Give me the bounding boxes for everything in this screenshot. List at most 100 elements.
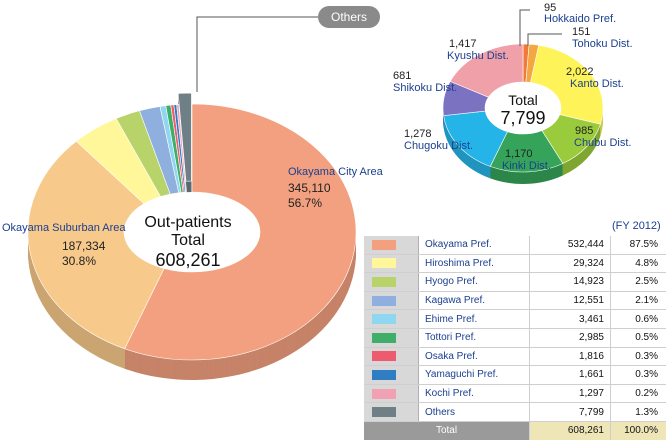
row-name: Hiroshima Pref. (418, 254, 530, 274)
row-pct: 4.8% (610, 254, 666, 274)
chugoku-value: 1,278 (404, 128, 432, 140)
others-center-total: 7,799 (500, 108, 546, 128)
others-leader-line (196, 16, 318, 92)
legend-swatch-cell (364, 365, 419, 385)
row-pct: 87.5% (610, 236, 666, 255)
chubu-name: Chubu Dist. (574, 137, 632, 149)
table-row: Osaka Pref. 1,816 0.3% (364, 347, 666, 367)
suburban-area-pct: 30.8% (62, 254, 97, 268)
table-row: Others 7,799 1.3% (364, 402, 666, 422)
shikoku-value: 681 (393, 70, 412, 82)
row-name: Tottori Pref. (418, 328, 530, 348)
table-row: Kagawa Pref. 12,551 2.1% (364, 291, 666, 311)
row-name: Kochi Pref. (418, 384, 530, 404)
total-pct: 100.0% (610, 421, 666, 440)
leader-lines (196, 9, 562, 92)
table-row: Hiroshima Pref. 29,324 4.8% (364, 254, 666, 274)
legend-swatch-cell (364, 402, 419, 422)
tohoku-leader-line (527, 33, 562, 46)
row-pct: 2.5% (610, 272, 666, 292)
suburban-area-value: 187,334 (62, 239, 106, 253)
table-row: Okayama Pref. 532,444 87.5% (364, 236, 666, 255)
kyushu-value: 1,417 (449, 38, 477, 50)
others-center-label: Total 7,799 (488, 92, 558, 129)
legend-swatch-cell (364, 384, 419, 404)
tohoku-name: Tohoku Dist. (572, 38, 633, 50)
others-donut-chart (442, 43, 604, 185)
main-center-total: 608,261 (155, 250, 221, 270)
donut-hole (124, 192, 260, 272)
legend-swatch (372, 258, 396, 269)
kinki-value: 1,170 (505, 148, 533, 160)
slice-others (177, 92, 192, 182)
row-name: Ehime Pref. (418, 309, 530, 329)
hokkaido-value: 95 (544, 2, 557, 14)
row-pct: 0.6% (610, 309, 666, 329)
row-pct: 2.1% (610, 291, 666, 311)
legend-swatch (372, 295, 396, 306)
suburban-area-name: Okayama Suburban Area (2, 222, 126, 234)
kanto-value: 2,022 (566, 66, 594, 78)
row-pct: 0.5% (610, 328, 666, 348)
legend-swatch-cell (364, 347, 419, 367)
legend-swatch (372, 276, 396, 287)
others-center-title: Total (508, 92, 538, 108)
legend-swatch (372, 332, 396, 343)
kyushu-name: Kyushu Dist. (447, 50, 509, 62)
row-name: Hyogo Pref. (418, 272, 530, 292)
chart-canvas (27, 9, 604, 381)
row-value: 14,923 (529, 272, 611, 292)
row-value: 3,461 (529, 309, 611, 329)
row-pct: 0.3% (610, 347, 666, 367)
city-area-pct: 56.7% (288, 196, 323, 210)
prefecture-table: Okayama Pref. 532,444 87.5% Hiroshima Pref.… (364, 236, 666, 440)
legend-swatch (372, 407, 396, 418)
legend-swatch-cell (364, 291, 419, 311)
row-value: 2,985 (529, 328, 611, 348)
row-pct: 0.2% (610, 384, 666, 404)
row-value: 1,661 (529, 365, 611, 385)
row-name: Osaka Pref. (418, 347, 530, 367)
table-total-row: Total 608,261 100.0% (364, 421, 666, 440)
shikoku-name: Shikoku Dist. (393, 82, 458, 94)
row-value: 12,551 (529, 291, 611, 311)
main-center-label: Out-patients Total 608,261 (128, 214, 248, 271)
legend-swatch (372, 314, 396, 325)
hokkaido-name: Hokkaido Pref. (544, 13, 617, 25)
fiscal-year-note: (FY 2012) (612, 220, 661, 232)
legend-swatch-cell (364, 328, 419, 348)
kinki-name: Kinki Dist. (502, 160, 551, 172)
legend-swatch-cell (364, 254, 419, 274)
row-value: 532,444 (529, 236, 611, 255)
chubu-value: 985 (575, 125, 594, 137)
row-value: 1,297 (529, 384, 611, 404)
others-callout-badge: Others (318, 6, 380, 28)
total-label: Total (364, 421, 530, 440)
main-donut-chart (27, 92, 357, 381)
row-name: Okayama Pref. (418, 236, 530, 255)
main-center-title: Out-patients Total (144, 214, 232, 249)
legend-swatch (372, 351, 396, 362)
row-pct: 0.3% (610, 365, 666, 385)
row-name: Kagawa Pref. (418, 291, 530, 311)
row-value: 29,324 (529, 254, 611, 274)
legend-swatch-cell (364, 309, 419, 329)
row-pct: 1.3% (610, 402, 666, 422)
legend-swatch (372, 239, 396, 250)
table-row: Kochi Pref. 1,297 0.2% (364, 384, 666, 404)
kanto-name: Kanto Dist. (570, 78, 624, 90)
tohoku-value: 151 (572, 26, 591, 38)
legend-swatch-cell (364, 272, 419, 292)
row-value: 7,799 (529, 402, 611, 422)
legend-swatch-cell (364, 236, 419, 255)
legend-swatch (372, 388, 396, 399)
legend-swatch (372, 369, 396, 380)
donut-hole (485, 82, 561, 134)
city-area-value: 345,110 (288, 181, 331, 195)
row-value: 1,816 (529, 347, 611, 367)
total-value: 608,261 (529, 421, 611, 440)
city-area-name: Okayama City Area (288, 166, 383, 178)
row-name: Others (418, 402, 530, 422)
hokkaido-leader-line (519, 9, 530, 46)
table-row: Yamaguchi Pref. 1,661 0.3% (364, 365, 666, 385)
